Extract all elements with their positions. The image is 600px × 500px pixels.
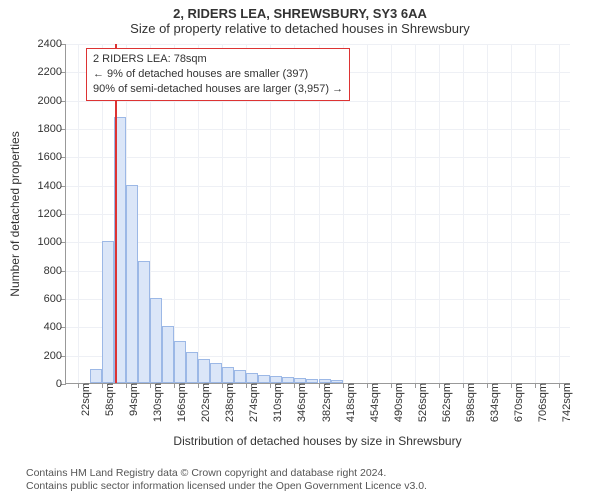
histogram-bar bbox=[306, 379, 318, 383]
histogram-bar bbox=[210, 363, 222, 383]
y-tick-label: 400 bbox=[44, 321, 66, 333]
histogram-bar bbox=[222, 367, 234, 383]
gridline-v bbox=[487, 44, 488, 383]
attribution-line-1: Contains HM Land Registry data © Crown c… bbox=[26, 467, 427, 481]
attribution: Contains HM Land Registry data © Crown c… bbox=[26, 467, 427, 494]
histogram-bar bbox=[282, 377, 294, 383]
gridline-v bbox=[78, 44, 79, 383]
attribution-line-2: Contains public sector information licen… bbox=[26, 480, 427, 494]
x-tick-label: 202sqm bbox=[198, 383, 212, 422]
histogram-bar bbox=[174, 341, 186, 384]
address-title: 2, RIDERS LEA, SHREWSBURY, SY3 6AA bbox=[0, 6, 600, 21]
y-tick-label: 2000 bbox=[38, 95, 66, 107]
histogram-bar bbox=[258, 375, 270, 384]
gridline-v bbox=[559, 44, 560, 383]
y-axis-title: Number of detached properties bbox=[8, 44, 22, 384]
y-tick-label: 2200 bbox=[38, 66, 66, 78]
histogram-bar bbox=[150, 298, 162, 383]
histogram-bar bbox=[270, 376, 282, 383]
gridline-v bbox=[391, 44, 392, 383]
x-tick-label: 490sqm bbox=[391, 383, 405, 422]
gridline-v bbox=[511, 44, 512, 383]
info-line-3: 90% of semi-detached houses are larger (… bbox=[93, 82, 343, 97]
histogram-bar bbox=[138, 261, 150, 383]
x-tick-label: 310sqm bbox=[270, 383, 284, 422]
gridline-v bbox=[439, 44, 440, 383]
histogram-bar bbox=[198, 359, 210, 383]
histogram-bar bbox=[186, 352, 198, 383]
x-tick-label: 742sqm bbox=[559, 383, 573, 422]
info-line-2: ← 9% of detached houses are smaller (397… bbox=[93, 67, 343, 82]
y-tick-label: 600 bbox=[44, 293, 66, 305]
histogram-bar bbox=[162, 326, 174, 383]
histogram-bar bbox=[126, 185, 138, 383]
x-tick-label: 130sqm bbox=[150, 383, 164, 422]
y-tick-label: 1400 bbox=[38, 180, 66, 192]
x-tick-label: 526sqm bbox=[415, 383, 429, 422]
x-tick-label: 706sqm bbox=[535, 383, 549, 422]
gridline-v bbox=[367, 44, 368, 383]
y-tick-label: 200 bbox=[44, 350, 66, 362]
x-tick-label: 274sqm bbox=[246, 383, 260, 422]
y-tick-label: 1200 bbox=[38, 208, 66, 220]
x-tick-label: 94sqm bbox=[126, 383, 140, 416]
y-tick-label: 1800 bbox=[38, 123, 66, 135]
y-tick-label: 1600 bbox=[38, 151, 66, 163]
x-tick-label: 382sqm bbox=[319, 383, 333, 422]
chart-container: 2, RIDERS LEA, SHREWSBURY, SY3 6AA Size … bbox=[0, 0, 600, 500]
titles: 2, RIDERS LEA, SHREWSBURY, SY3 6AA Size … bbox=[0, 0, 600, 36]
x-tick-label: 22sqm bbox=[78, 383, 92, 416]
x-tick-label: 166sqm bbox=[174, 383, 188, 422]
x-tick-label: 58sqm bbox=[102, 383, 116, 416]
histogram-bar bbox=[331, 380, 343, 383]
y-tick-label: 2400 bbox=[38, 38, 66, 50]
x-tick-label: 634sqm bbox=[487, 383, 501, 422]
x-tick-label: 238sqm bbox=[222, 383, 236, 422]
x-tick-label: 598sqm bbox=[463, 383, 477, 422]
gridline-v bbox=[415, 44, 416, 383]
histogram-bar bbox=[234, 370, 246, 383]
histogram-bar bbox=[319, 379, 331, 383]
histogram-bar bbox=[90, 369, 102, 383]
chart-subtitle: Size of property relative to detached ho… bbox=[0, 21, 600, 36]
x-tick-label: 346sqm bbox=[294, 383, 308, 422]
gridline-v bbox=[535, 44, 536, 383]
info-line-1: 2 RIDERS LEA: 78sqm bbox=[93, 52, 343, 67]
plot-area: 0200400600800100012001400160018002000220… bbox=[65, 44, 570, 384]
histogram-bar bbox=[246, 373, 258, 383]
x-tick-label: 418sqm bbox=[343, 383, 357, 422]
x-tick-label: 670sqm bbox=[511, 383, 525, 422]
y-tick-label: 1000 bbox=[38, 236, 66, 248]
y-tick-label: 0 bbox=[56, 378, 66, 390]
x-axis-title: Distribution of detached houses by size … bbox=[65, 434, 570, 448]
info-box: 2 RIDERS LEA: 78sqm ← 9% of detached hou… bbox=[86, 48, 350, 101]
histogram-bar bbox=[294, 378, 306, 383]
x-tick-label: 454sqm bbox=[367, 383, 381, 422]
x-tick-label: 562sqm bbox=[439, 383, 453, 422]
gridline-v bbox=[463, 44, 464, 383]
y-tick-label: 800 bbox=[44, 265, 66, 277]
histogram-bar bbox=[102, 241, 114, 383]
